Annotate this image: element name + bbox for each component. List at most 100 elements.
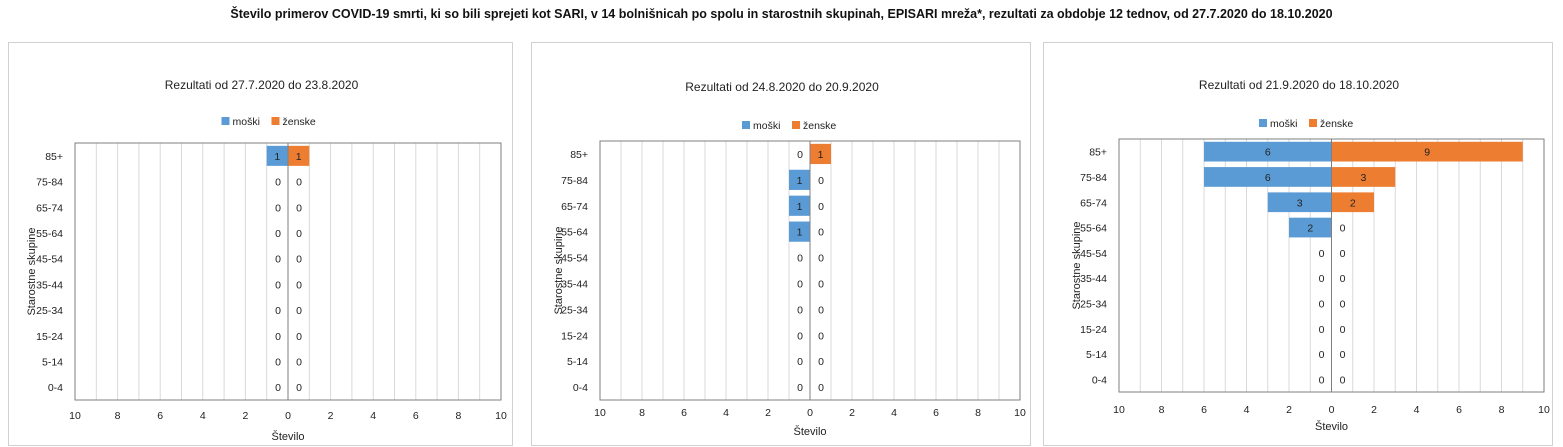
x-tick-label: 8 xyxy=(639,407,645,419)
x-tick-label: 4 xyxy=(200,410,206,422)
y-tick-label: 85+ xyxy=(45,151,63,163)
x-tick-label: 2 xyxy=(328,410,334,422)
x-tick-label: 10 xyxy=(1113,404,1125,416)
chart-panel-2: Rezultati od 24.8.2020 do 20.9.2020 moški… xyxy=(531,42,1031,446)
bar-male xyxy=(789,195,810,216)
data-label-female: 0 xyxy=(1340,273,1346,285)
data-label-male: 0 xyxy=(275,254,281,266)
chart-panel-3: Rezultati od 21.9.2020 do 18.10.2020 mošk… xyxy=(1043,42,1553,446)
y-tick-label: 35-44 xyxy=(561,278,588,290)
legend-female-swatch xyxy=(792,121,800,129)
y-tick-label: 75-84 xyxy=(561,175,588,187)
data-label-male: 0 xyxy=(1319,324,1325,336)
data-label-female: 0 xyxy=(296,305,302,317)
data-label-male: 0 xyxy=(275,356,281,368)
x-tick-label: 6 xyxy=(681,407,687,419)
y-tick-label: 65-74 xyxy=(36,202,63,214)
data-label-female: 0 xyxy=(296,356,302,368)
x-tick-label: 2 xyxy=(242,410,248,422)
y-tick-label: 75-84 xyxy=(36,177,63,189)
x-tick-label: 6 xyxy=(1456,404,1462,416)
bar-male xyxy=(1289,217,1332,238)
data-label-female: 0 xyxy=(1340,349,1346,361)
y-tick-label: 25-34 xyxy=(36,305,63,317)
y-tick-label: 35-44 xyxy=(36,279,63,291)
x-tick-label: 10 xyxy=(69,410,81,422)
bar-female xyxy=(1331,192,1374,213)
data-label-female: 0 xyxy=(818,175,824,187)
bar-female xyxy=(810,143,831,165)
x-axis-title: Število xyxy=(793,425,826,438)
data-label-female: 0 xyxy=(1340,223,1346,235)
data-label-female: 0 xyxy=(1340,248,1346,260)
data-label-female: 0 xyxy=(818,201,824,213)
legend-male-swatch xyxy=(1259,119,1267,127)
chart-title: Rezultati od 27.7.2020 do 23.8.2020 xyxy=(165,78,359,92)
data-label-male: 0 xyxy=(275,279,281,291)
data-label-male: 0 xyxy=(797,382,803,394)
y-tick-label: 55-64 xyxy=(36,228,63,240)
data-label-male: 0 xyxy=(1319,298,1325,310)
y-tick-label: 65-74 xyxy=(1080,197,1107,209)
y-tick-label: 5-14 xyxy=(42,356,63,368)
y-tick-label: 25-34 xyxy=(1080,298,1107,310)
legend-female-label: ženske xyxy=(803,120,836,132)
data-label-male: 0 xyxy=(1319,374,1325,386)
data-label-female: 0 xyxy=(818,278,824,290)
data-label-female: 0 xyxy=(296,254,302,266)
data-label-male: 1 xyxy=(797,227,803,239)
x-tick-label: 10 xyxy=(1538,404,1550,416)
x-tick-label: 10 xyxy=(594,407,606,419)
legend-female-swatch xyxy=(271,117,280,125)
x-tick-label: 2 xyxy=(1371,404,1377,416)
data-label-male: 1 xyxy=(797,175,803,187)
y-tick-label: 35-44 xyxy=(1080,273,1107,285)
data-label-female: 0 xyxy=(818,253,824,265)
chart-panel-1: Rezultati od 27.7.2020 do 23.8.2020 moški… xyxy=(8,42,513,446)
legend-female-label: ženske xyxy=(283,116,316,128)
chart-svg-1: Rezultati od 27.7.2020 do 23.8.2020 moški… xyxy=(26,78,507,443)
data-label-male: 3 xyxy=(1297,197,1303,209)
main-title: Število primerov COVID-19 smrti, ki so b… xyxy=(230,7,1333,21)
legend-female-label: ženske xyxy=(1320,118,1353,130)
data-label-female: 0 xyxy=(1340,374,1346,386)
y-tick-label: 0-4 xyxy=(573,382,588,394)
x-tick-label: 4 xyxy=(1244,404,1250,416)
y-tick-label: 65-74 xyxy=(561,201,588,213)
y-axis-title: Starostne skupine xyxy=(1071,221,1083,309)
y-tick-label: 45-54 xyxy=(1080,248,1107,260)
data-label-female: 0 xyxy=(296,202,302,214)
data-label-female: 0 xyxy=(296,279,302,291)
legend-female-swatch xyxy=(1309,119,1317,127)
y-tick-label: 5-14 xyxy=(1086,349,1107,361)
x-tick-label: 4 xyxy=(370,410,376,422)
x-tick-label: 6 xyxy=(157,410,163,422)
data-label-male: 1 xyxy=(274,151,280,163)
x-tick-label: 2 xyxy=(765,407,771,419)
x-tick-label: 8 xyxy=(1159,404,1165,416)
data-label-female: 0 xyxy=(818,382,824,394)
x-tick-label: 6 xyxy=(1201,404,1207,416)
x-tick-label: 8 xyxy=(975,407,981,419)
x-tick-label: 6 xyxy=(933,407,939,419)
x-tick-label: 4 xyxy=(1414,404,1420,416)
data-label-female: 9 xyxy=(1424,147,1430,159)
x-tick-label: 8 xyxy=(455,410,461,422)
bar-male xyxy=(789,169,810,190)
data-label-male: 6 xyxy=(1265,147,1271,159)
data-label-male: 0 xyxy=(275,305,281,317)
data-label-male: 2 xyxy=(1307,223,1313,235)
x-tick-label: 0 xyxy=(807,407,813,419)
data-label-female: 3 xyxy=(1360,172,1366,184)
data-label-male: 0 xyxy=(1319,349,1325,361)
legend-male-swatch xyxy=(221,117,230,125)
data-label-male: 0 xyxy=(797,278,803,290)
data-label-male: 0 xyxy=(275,331,281,343)
y-tick-label: 0-4 xyxy=(1092,374,1107,386)
x-tick-label: 4 xyxy=(723,407,729,419)
data-label-male: 0 xyxy=(275,228,281,240)
legend-male-label: moški xyxy=(233,116,260,128)
y-tick-label: 5-14 xyxy=(567,356,588,368)
data-label-male: 0 xyxy=(1319,248,1325,260)
data-label-female: 2 xyxy=(1350,197,1356,209)
